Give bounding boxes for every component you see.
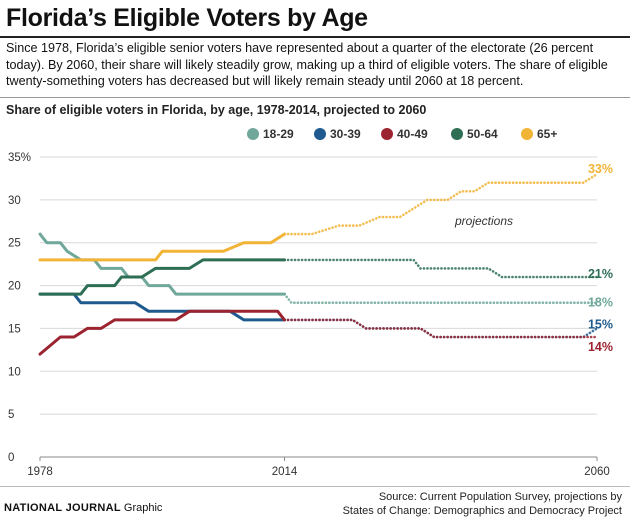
section-rule [0, 97, 630, 98]
y-tick-label: 0 [8, 452, 14, 464]
legend-swatch-50-64 [451, 128, 463, 140]
series-line-65+ [38, 232, 286, 262]
title-rule [0, 36, 630, 38]
x-tick-label: 1978 [27, 466, 53, 478]
y-tick-label: 10 [8, 366, 21, 378]
end-label-65+: 33% [588, 162, 613, 176]
series-projection-65+ [283, 172, 599, 236]
end-label-18-29: 18% [588, 296, 613, 310]
y-tick-label: 35% [8, 152, 31, 164]
brand-credit: NATIONAL JOURNAL Graphic [4, 502, 162, 514]
legend-label-30-39: 30-39 [330, 127, 361, 141]
brand-suffix: Graphic [123, 502, 163, 514]
y-tick-label: 20 [8, 281, 21, 293]
legend-label-65-plus: 65+ [537, 127, 558, 141]
y-tick-label: 25 [8, 238, 21, 250]
y-tick-label: 15 [8, 323, 21, 335]
legend-swatch-40-49 [381, 128, 393, 140]
series-line-50-64 [38, 258, 286, 296]
end-label-30-39: 15% [588, 317, 613, 331]
legend-swatch-30-39 [314, 128, 326, 140]
series-projection-18-29 [283, 292, 599, 304]
brand-name: NATIONAL JOURNAL [4, 502, 121, 514]
legend-label-40-49: 40-49 [397, 127, 428, 141]
footer-rule [0, 486, 630, 487]
series-projection-50-64 [283, 258, 599, 279]
description: Since 1978, Florida’s eligible senior vo… [6, 41, 608, 88]
source-line-2: States of Change: Demographics and Democ… [342, 505, 622, 517]
legend-label-50-64: 50-64 [467, 127, 498, 141]
series-line-30-39 [38, 292, 286, 322]
x-tick-label: 2060 [584, 466, 610, 478]
source-line-1: Source: Current Population Survey, proje… [378, 491, 622, 503]
source-note: Source: Current Population Survey, proje… [343, 490, 622, 518]
end-label-40-49: 14% [588, 340, 613, 354]
y-tick-label: 5 [8, 409, 14, 421]
legend-label-18-29: 18-29 [263, 127, 294, 141]
end-label-50-64: 21% [588, 267, 613, 281]
series-line-40-49 [38, 309, 286, 356]
series-projection-40-49 [283, 318, 599, 339]
x-tick-label: 2014 [272, 466, 298, 478]
chart-title: Share of eligible voters in Florida, by … [6, 103, 427, 117]
projections-annotation: projections [454, 214, 513, 228]
y-tick-label: 30 [8, 195, 21, 207]
page-title: Florida’s Eligible Voters by Age [6, 4, 368, 32]
series-line-18-29 [38, 232, 286, 296]
legend-swatch-18-29 [247, 128, 259, 140]
legend-swatch-65-plus [521, 128, 533, 140]
